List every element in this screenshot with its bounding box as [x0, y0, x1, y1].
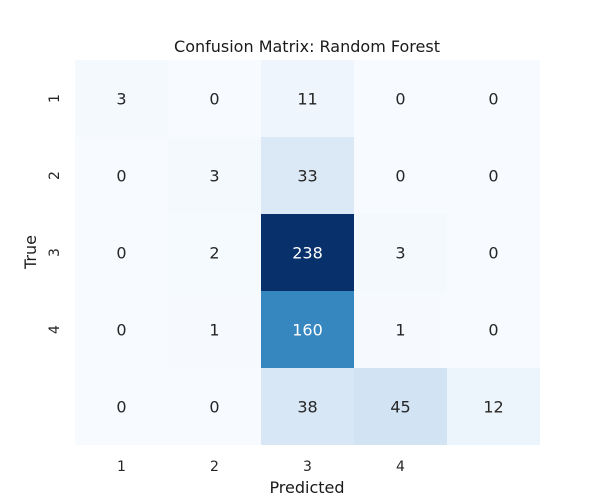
heatmap-cell-r1-c5	[447, 60, 540, 137]
cell-value-r4-c4: 1	[395, 321, 405, 340]
y-tick-label: 3	[47, 248, 63, 257]
cell-value-r3-c4: 3	[395, 244, 405, 263]
cell-value-r4-c3: 160	[292, 321, 323, 340]
cell-value-r1-c4: 0	[395, 90, 405, 109]
x-tick-label: 2	[210, 459, 219, 475]
cell-value-r3-c5: 0	[488, 244, 498, 263]
x-tick-label: 1	[117, 459, 126, 475]
heatmap-cell-r5-c5	[447, 368, 540, 445]
heatmap-cell-r2-c4	[354, 137, 447, 214]
cell-value-r4-c1: 0	[116, 321, 126, 340]
cell-value-r2-c4: 0	[395, 167, 405, 186]
cell-value-r5-c5: 12	[483, 398, 503, 417]
heatmap-cell-r2-c2	[168, 137, 261, 214]
heatmap-cell-r5-c2	[168, 368, 261, 445]
heatmap-cell-r3-c1	[75, 214, 168, 291]
heatmap-cell-r4-c1	[75, 291, 168, 368]
cell-value-r1-c3: 11	[297, 90, 317, 109]
heatmap-cell-r3-c2	[168, 214, 261, 291]
heatmap-cell-r2-c3	[261, 137, 354, 214]
cell-value-r5-c4: 45	[390, 398, 410, 417]
cell-value-r4-c5: 0	[488, 321, 498, 340]
y-tick-label: 1	[47, 94, 63, 103]
heatmap-cell-r3-c5	[447, 214, 540, 291]
y-tick-labels: 1 2 3 4	[47, 94, 63, 334]
cell-value-r3-c3: 238	[292, 244, 323, 263]
cell-value-r1-c1: 3	[116, 90, 126, 109]
heatmap-cell-r4-c4	[354, 291, 447, 368]
x-tick-label: 4	[396, 459, 405, 475]
cell-value-r2-c5: 0	[488, 167, 498, 186]
heatmap-cells: 3 0 11 0 00 3 33 0 00 2 238 3 00 1 160 1 00 0 38 45 12	[75, 60, 540, 445]
chart-title: Confusion Matrix: Random Forest	[174, 37, 440, 56]
x-tick-labels: 1 2 3 4	[117, 459, 405, 475]
heatmap-cell-r2-c5	[447, 137, 540, 214]
y-axis-label: True	[21, 235, 40, 270]
cell-value-r2-c3: 33	[297, 167, 317, 186]
cell-value-r5-c1: 0	[116, 398, 126, 417]
heatmap-cell-r1-c1	[75, 60, 168, 137]
heatmap-cell-r5-c3	[261, 368, 354, 445]
heatmap-cell-r1-c3	[261, 60, 354, 137]
x-tick-label: 3	[303, 459, 312, 475]
heatmap-cell-r4-c2	[168, 291, 261, 368]
cell-value-r2-c1: 0	[116, 167, 126, 186]
heatmap-cell-r3-c3	[261, 214, 354, 291]
cell-value-r1-c2: 0	[209, 90, 219, 109]
heatmap-cell-r4-c5	[447, 291, 540, 368]
heatmap-cell-r3-c4	[354, 214, 447, 291]
heatmap-cell-r1-c2	[168, 60, 261, 137]
heatmap-cell-r5-c1	[75, 368, 168, 445]
cell-value-r3-c1: 0	[116, 244, 126, 263]
x-axis-label: Predicted	[269, 478, 344, 497]
cell-value-r5-c3: 38	[297, 398, 317, 417]
cell-value-r2-c2: 3	[209, 167, 219, 186]
cell-value-r5-c2: 0	[209, 398, 219, 417]
heatmap-cell-r5-c4	[354, 368, 447, 445]
heatmap-cell-r1-c4	[354, 60, 447, 137]
y-tick-label: 2	[47, 171, 63, 180]
cell-value-r1-c5: 0	[488, 90, 498, 109]
heatmap-cell-r2-c1	[75, 137, 168, 214]
heatmap-cell-r4-c3	[261, 291, 354, 368]
cell-value-r4-c2: 1	[209, 321, 219, 340]
cell-value-r3-c2: 2	[209, 244, 219, 263]
y-tick-label: 4	[47, 325, 63, 334]
